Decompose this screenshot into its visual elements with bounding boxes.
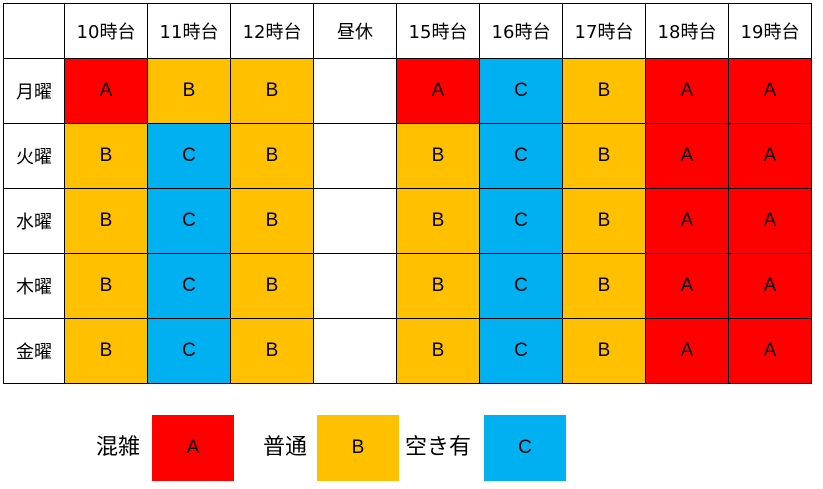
legend-label-normal: 普通 <box>263 435 308 460</box>
congestion-cell: C <box>479 188 563 254</box>
congestion-cell: B <box>64 188 148 254</box>
congestion-cell: B <box>147 58 231 124</box>
legend-swatch-c: C <box>484 415 566 481</box>
congestion-cell: B <box>230 253 314 319</box>
congestion-cell: B <box>230 188 314 254</box>
congestion-cell: A <box>396 58 480 124</box>
congestion-cell: B <box>64 123 148 189</box>
congestion-cell: B <box>230 123 314 189</box>
header-row: 10時台 11時台 12時台 昼休 15時台 16時台 17時台 18時台 19時台 <box>3 3 812 59</box>
congestion-cell: B <box>230 318 314 384</box>
congestion-cell <box>313 123 397 189</box>
column-header: 19時台 <box>728 3 812 59</box>
congestion-cell: C <box>479 58 563 124</box>
column-header: 18時台 <box>645 3 729 59</box>
congestion-cell: A <box>64 58 148 124</box>
corner-cell <box>3 3 65 59</box>
congestion-cell: B <box>396 253 480 319</box>
day-label: 木曜 <box>3 253 65 319</box>
column-header: 11時台 <box>147 3 231 59</box>
congestion-cell: A <box>728 188 812 254</box>
congestion-cell <box>313 188 397 254</box>
congestion-table: 10時台 11時台 12時台 昼休 15時台 16時台 17時台 18時台 19時台 月曜 A B B A… <box>3 3 812 384</box>
congestion-cell <box>313 318 397 384</box>
column-header: 昼休 <box>313 3 397 59</box>
congestion-cell: A <box>645 123 729 189</box>
column-header: 16時台 <box>479 3 563 59</box>
day-label: 水曜 <box>3 188 65 254</box>
congestion-cell: B <box>562 188 646 254</box>
congestion-cell: A <box>645 318 729 384</box>
column-header: 15時台 <box>396 3 480 59</box>
table-row: 水曜 B C B B C B A A <box>3 188 812 254</box>
congestion-cell: A <box>728 253 812 319</box>
congestion-cell: C <box>147 123 231 189</box>
congestion-cell: B <box>396 318 480 384</box>
column-header: 10時台 <box>64 3 148 59</box>
congestion-cell: B <box>64 253 148 319</box>
legend-label-available: 空き有 <box>405 435 472 460</box>
congestion-cell: A <box>645 58 729 124</box>
congestion-cell: C <box>479 253 563 319</box>
congestion-cell: C <box>479 318 563 384</box>
congestion-cell: B <box>562 318 646 384</box>
legend: 混雑 A 普通 B 空き有 C <box>0 415 823 481</box>
congestion-cell: B <box>396 123 480 189</box>
congestion-cell: B <box>562 123 646 189</box>
congestion-cell: C <box>479 123 563 189</box>
congestion-cell: B <box>230 58 314 124</box>
table-row: 月曜 A B B A C B A A <box>3 58 812 124</box>
day-label: 火曜 <box>3 123 65 189</box>
table-row: 木曜 B C B B C B A A <box>3 253 812 319</box>
table-row: 金曜 B C B B C B A A <box>3 318 812 384</box>
day-label: 月曜 <box>3 58 65 124</box>
column-header: 17時台 <box>562 3 646 59</box>
congestion-cell: C <box>147 318 231 384</box>
congestion-cell <box>313 58 397 124</box>
congestion-cell: B <box>396 188 480 254</box>
congestion-cell <box>313 253 397 319</box>
congestion-cell: A <box>645 253 729 319</box>
congestion-cell: B <box>64 318 148 384</box>
legend-label-crowded: 混雑 <box>96 435 141 460</box>
congestion-cell: A <box>728 123 812 189</box>
congestion-cell: B <box>562 253 646 319</box>
congestion-cell: C <box>147 253 231 319</box>
legend-swatch-b: B <box>317 415 399 481</box>
column-header: 12時台 <box>230 3 314 59</box>
legend-swatch-a: A <box>152 415 234 481</box>
congestion-cell: A <box>728 318 812 384</box>
congestion-cell: C <box>147 188 231 254</box>
day-label: 金曜 <box>3 318 65 384</box>
congestion-cell: B <box>562 58 646 124</box>
table-row: 火曜 B C B B C B A A <box>3 123 812 189</box>
congestion-cell: A <box>728 58 812 124</box>
congestion-cell: A <box>645 188 729 254</box>
